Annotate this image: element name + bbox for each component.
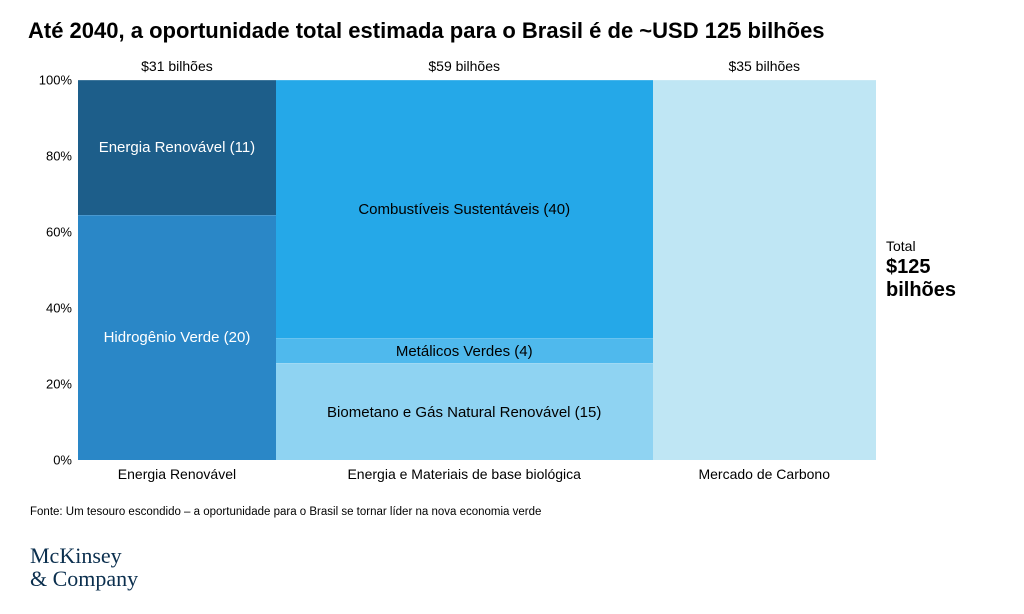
source-text: Fonte: Um tesouro escondido – a oportuni… xyxy=(30,506,996,518)
y-tick: 20% xyxy=(46,377,72,392)
column-top-label: $31 bilhões xyxy=(78,58,276,80)
marimekko-chart: 0% 20% 40% 60% 80% 100% $31 bilhões$59 bilhõe… xyxy=(28,58,996,488)
plot-area: $31 bilhões$59 bilhões$35 bilhões Energi… xyxy=(78,58,876,488)
y-tick: 0% xyxy=(53,453,72,468)
y-tick: 80% xyxy=(46,149,72,164)
y-tick: 60% xyxy=(46,225,72,240)
y-axis: 0%20%40%60%80%100% xyxy=(28,80,78,460)
column-bottom-labels: Energia RenovávelEnergia e Materiais de … xyxy=(78,460,876,488)
chart-segment: Hidrogênio Verde (20) xyxy=(78,215,276,460)
total-value: $125 bilhões xyxy=(886,256,996,302)
chart-segment: Energia Renovável (11) xyxy=(78,80,276,215)
mckinsey-logo: McKinsey & Company xyxy=(30,544,996,590)
chart-bars: Energia Renovável (11)Hidrogênio Verde (… xyxy=(78,80,876,460)
column-top-label: $35 bilhões xyxy=(653,58,876,80)
chart-total: Total $125 bilhões xyxy=(876,80,996,460)
page-title: Até 2040, a oportunidade total estimada … xyxy=(28,18,996,44)
column-top-labels: $31 bilhões$59 bilhões$35 bilhões xyxy=(78,58,876,80)
total-label: Total xyxy=(886,238,996,254)
chart-column-renovavel: Energia Renovável (11)Hidrogênio Verde (… xyxy=(78,80,276,460)
column-bottom-label: Energia e Materiais de base biológica xyxy=(276,466,653,482)
chart-segment: Metálicos Verdes (4) xyxy=(276,338,653,364)
column-bottom-label: Mercado de Carbono xyxy=(653,466,876,482)
y-tick: 100% xyxy=(39,73,72,88)
chart-segment: Biometano e Gás Natural Renovável (15) xyxy=(276,363,653,460)
logo-line-2: & Company xyxy=(30,567,996,590)
chart-column-carbono xyxy=(653,80,876,460)
chart-segment xyxy=(653,80,876,460)
column-top-label: $59 bilhões xyxy=(276,58,653,80)
logo-line-1: McKinsey xyxy=(30,544,996,567)
chart-segment: Combustíveis Sustentáveis (40) xyxy=(276,80,653,338)
chart-column-biologica: Combustíveis Sustentáveis (40)Metálicos … xyxy=(276,80,653,460)
column-bottom-label: Energia Renovável xyxy=(78,466,276,482)
y-tick: 40% xyxy=(46,301,72,316)
